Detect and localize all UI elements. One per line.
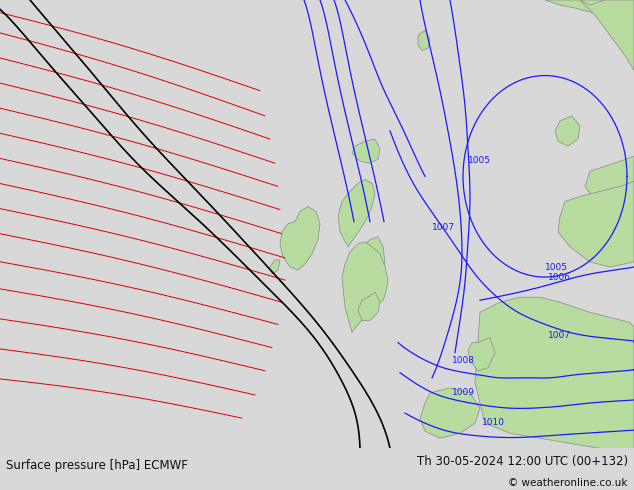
Polygon shape	[580, 0, 634, 71]
Polygon shape	[352, 237, 385, 292]
Polygon shape	[585, 156, 634, 207]
Text: 1009: 1009	[452, 388, 475, 397]
Polygon shape	[280, 207, 320, 270]
Polygon shape	[545, 0, 634, 15]
Polygon shape	[338, 179, 375, 247]
Polygon shape	[468, 338, 495, 371]
Text: Th 30-05-2024 12:00 UTC (00+132): Th 30-05-2024 12:00 UTC (00+132)	[417, 455, 628, 468]
Polygon shape	[270, 260, 280, 274]
Polygon shape	[358, 292, 380, 320]
Text: 1005: 1005	[545, 263, 568, 272]
Text: 1005: 1005	[468, 156, 491, 165]
Polygon shape	[342, 242, 388, 333]
Polygon shape	[558, 181, 634, 267]
Polygon shape	[352, 139, 380, 163]
Text: 1006: 1006	[548, 273, 571, 282]
Polygon shape	[475, 297, 634, 448]
Text: Surface pressure [hPa] ECMWF: Surface pressure [hPa] ECMWF	[6, 459, 188, 472]
Text: 1007: 1007	[432, 223, 455, 232]
Polygon shape	[420, 388, 480, 438]
Text: 1010: 1010	[482, 418, 505, 427]
Text: 1008: 1008	[452, 356, 475, 365]
Polygon shape	[555, 116, 580, 146]
Text: 1007: 1007	[548, 331, 571, 340]
Polygon shape	[418, 30, 430, 50]
Text: © weatheronline.co.uk: © weatheronline.co.uk	[508, 477, 628, 488]
